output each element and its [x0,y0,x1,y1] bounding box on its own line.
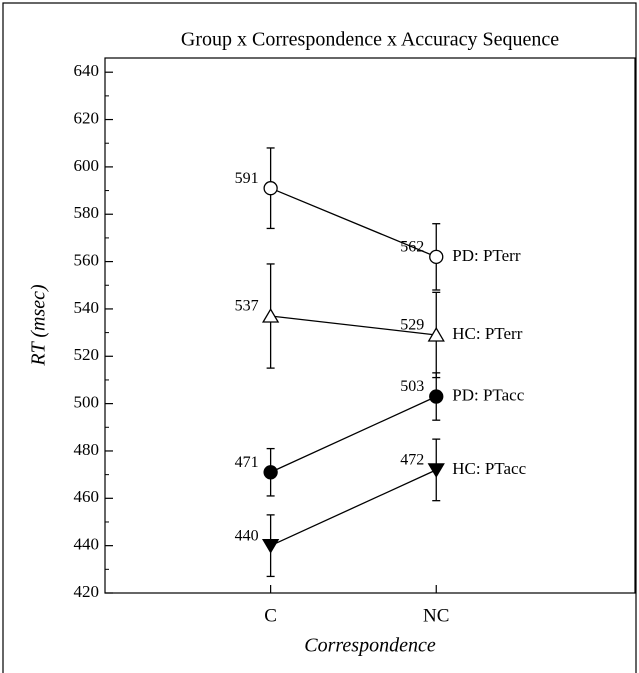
series-line [270,395,437,473]
y-tick-label: 480 [74,440,100,459]
x-tick-label: NC [423,605,449,626]
y-axis-label: RT (msec) [28,284,50,367]
chart-title: Group x Correspondence x Accuracy Sequen… [181,29,559,51]
y-tick-label: 580 [74,203,100,222]
y-tick-label: 460 [74,487,100,506]
y-tick-label: 520 [74,345,100,364]
plot-area [104,57,636,594]
value-label: 591 [235,170,259,187]
value-label: 562 [400,239,424,256]
series-line [270,315,437,336]
marker [429,249,444,264]
y-tick-label: 640 [74,61,100,80]
y-tick-label: 560 [74,250,100,269]
value-label: 440 [235,527,259,544]
y-tick-label: 420 [74,582,100,601]
y-tick-label: 500 [74,393,100,412]
value-label: 471 [235,454,259,471]
series-line [270,187,437,258]
marker [263,181,278,196]
series-label: PD: PTerr [452,246,521,265]
marker [261,307,280,323]
y-tick-label: 620 [74,108,100,127]
y-tick-label: 600 [74,156,100,175]
y-tick-label: 540 [74,298,100,317]
series-line [270,469,437,547]
y-tick-label: 440 [74,535,100,554]
value-label: 537 [235,298,259,315]
marker [429,389,444,404]
marker [427,326,445,342]
marker [263,465,278,480]
value-label: 529 [400,317,424,334]
series-label: HC: PTacc [452,459,526,478]
series-label: HC: PTerr [452,324,522,343]
marker [427,463,445,478]
value-label: 503 [400,378,424,395]
x-tick-label: C [264,605,277,626]
marker [261,539,280,554]
value-label: 472 [400,452,424,469]
series-label: PD: PTacc [452,385,524,404]
x-axis-label: Correspondence [304,635,436,657]
